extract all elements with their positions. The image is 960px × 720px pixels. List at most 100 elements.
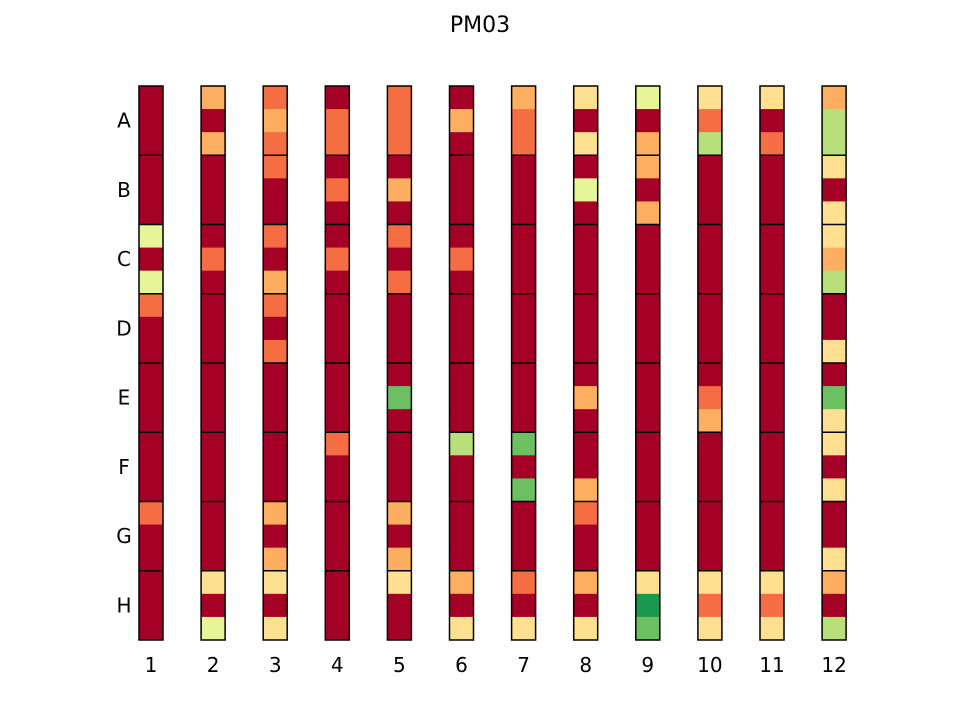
heatmap-cell (201, 409, 226, 433)
heatmap-cell (139, 316, 163, 341)
heatmap-cell (263, 316, 288, 341)
heatmap-cell (822, 224, 847, 248)
heatmap-cell (201, 201, 226, 225)
heatmap-cell (573, 455, 598, 479)
heatmap-cell (635, 201, 660, 225)
heatmap-cell (325, 339, 350, 364)
heatmap-cell (635, 339, 660, 364)
heatmap-cell (325, 501, 350, 525)
heatmap-cell (325, 593, 350, 618)
x-tick-label: 6 (455, 653, 468, 677)
heatmap-cell (449, 409, 474, 433)
heatmap-cell (822, 109, 847, 133)
heatmap-cell (263, 86, 288, 110)
heatmap-cell (325, 155, 350, 179)
heatmap-cell (697, 132, 722, 156)
heatmap-cell (325, 224, 350, 248)
heatmap-cell (697, 455, 722, 479)
heatmap-cell (635, 86, 660, 110)
heatmap-cell (387, 455, 412, 479)
y-tick-label: D (116, 316, 131, 340)
heatmap-cell (697, 316, 722, 341)
heatmap-cell (387, 270, 412, 295)
heatmap-cell (449, 593, 474, 618)
heatmap-cell (139, 247, 163, 272)
heatmap-cell (449, 293, 474, 318)
heatmap-cell (263, 478, 288, 502)
heatmap-cell (760, 524, 784, 549)
heatmap-cell (822, 247, 847, 272)
heatmap-cell (511, 616, 536, 641)
heatmap-cell (697, 432, 722, 456)
heatmap-cell (449, 478, 474, 502)
heatmap-cell (573, 86, 598, 110)
heatmap-cell (573, 363, 598, 387)
heatmap-cell (449, 616, 474, 641)
heatmap-cell (760, 432, 784, 456)
heatmap-cell (387, 247, 412, 272)
heatmap-cell (263, 547, 288, 572)
heatmap-cell (325, 432, 350, 456)
heatmap-cell (201, 455, 226, 479)
heatmap-cell (325, 293, 350, 318)
heatmap-cell (635, 570, 660, 595)
heatmap-cell (263, 363, 288, 387)
heatmap-cell (822, 501, 847, 525)
heatmap-cell (760, 86, 784, 110)
heatmap-cell (263, 178, 288, 202)
heatmap-cell (325, 409, 350, 433)
heatmap-cell (760, 547, 784, 572)
heatmap-cell (449, 501, 474, 525)
heatmap-cell (635, 524, 660, 549)
heatmap-cell (263, 270, 288, 295)
heatmap-cell (201, 178, 226, 202)
heatmap-cell (263, 247, 288, 272)
heatmap-cell (201, 155, 226, 179)
heatmap-cell (263, 201, 288, 225)
heatmap-cell (387, 363, 412, 387)
chart-title: PM03 (450, 13, 510, 38)
heatmap-cell (201, 339, 226, 364)
heatmap-cell (760, 109, 784, 133)
heatmap-cell (760, 339, 784, 364)
heatmap-cell (139, 363, 163, 387)
heatmap-cell (325, 455, 350, 479)
x-tick-label: 12 (821, 653, 846, 677)
heatmap-cell (697, 86, 722, 110)
heatmap-cell (449, 247, 474, 272)
heatmap-cell (697, 178, 722, 202)
heatmap-cell (511, 224, 536, 248)
x-tick-label: 5 (393, 653, 406, 677)
heatmap-cell (325, 247, 350, 272)
heatmap-cell (139, 570, 163, 595)
heatmap-cell (201, 478, 226, 502)
heatmap-cell (325, 201, 350, 225)
heatmap-cell (573, 478, 598, 502)
heatmap-cell (387, 616, 412, 641)
heatmap-cell (201, 570, 226, 595)
heatmap-cell (635, 478, 660, 502)
heatmap-cell (449, 432, 474, 456)
heatmap-cell (822, 363, 847, 387)
heatmap-cell (697, 570, 722, 595)
heatmap-cell (760, 178, 784, 202)
heatmap-cell (263, 155, 288, 179)
heatmap-cell (325, 524, 350, 549)
heatmap-cell (201, 593, 226, 618)
heatmap-cell (822, 593, 847, 618)
heatmap-cell (201, 109, 226, 133)
heatmap-cell (449, 109, 474, 133)
heatmap-cell (201, 224, 226, 248)
heatmap-cell (201, 363, 226, 387)
heatmap-cell (760, 247, 784, 272)
heatmap-cell (201, 132, 226, 156)
heatmap-cell (760, 386, 784, 410)
heatmap-cell (635, 363, 660, 387)
heatmap-cell (511, 478, 536, 502)
heatmap-cell (822, 432, 847, 456)
heatmap-cell (760, 363, 784, 387)
heatmap-cell (139, 386, 163, 410)
heatmap-cell (822, 201, 847, 225)
heatmap-cell (635, 270, 660, 295)
heatmap-cell (387, 178, 412, 202)
